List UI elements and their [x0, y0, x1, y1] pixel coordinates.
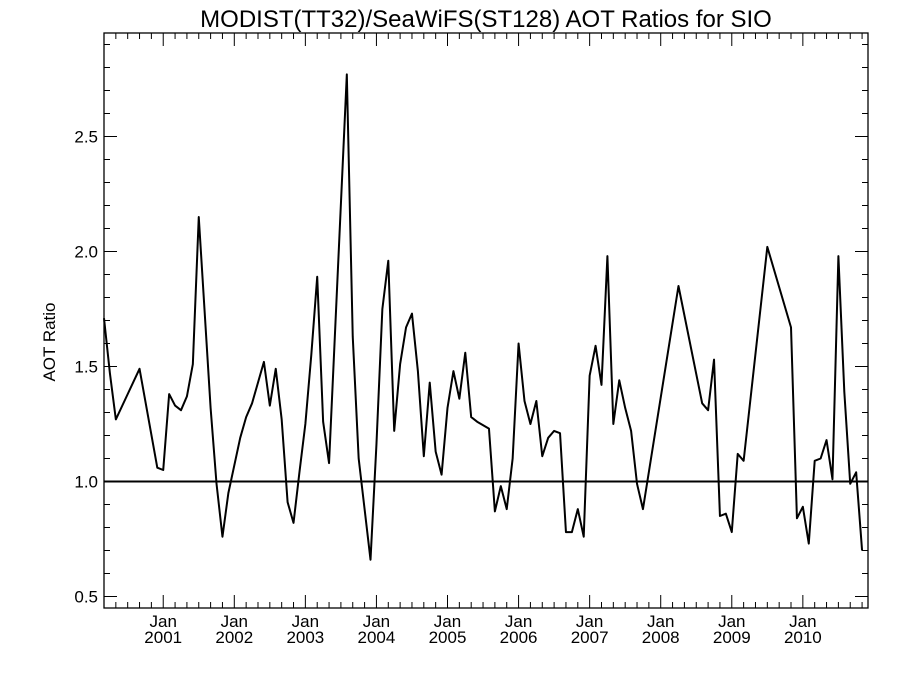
x-tick-month-label: Jan: [150, 612, 177, 631]
x-tick-month-label: Jan: [221, 612, 248, 631]
x-tick-year-label: 2005: [429, 628, 467, 647]
y-tick-label: 0.5: [74, 588, 98, 607]
x-tick-month-label: Jan: [434, 612, 461, 631]
plot-frame: [103, 32, 869, 609]
chart-title: MODIST(TT32)/SeaWiFS(ST128) AOT Ratios f…: [200, 6, 772, 33]
x-tick-year-label: 2004: [358, 628, 396, 647]
x-tick-month-label: Jan: [505, 612, 532, 631]
series-line: [103, 73, 864, 561]
x-tick-year-label: 2003: [286, 628, 324, 647]
x-tick-month-label: Jan: [363, 612, 390, 631]
y-axis-ticks: 0.5 1.0 1.5 2.0 2.5: [74, 44, 868, 607]
x-tick-year-label: 2008: [642, 628, 680, 647]
x-tick-year-label: 2010: [784, 628, 822, 647]
x-tick-month-label: Jan: [718, 612, 745, 631]
x-tick-year-label: 2002: [215, 628, 253, 647]
x-tick-month-label: Jan: [576, 612, 603, 631]
y-tick-label: 1.0: [74, 473, 98, 492]
x-tick-year-label: 2001: [144, 628, 182, 647]
y-tick-label: 2.5: [74, 128, 98, 147]
y-tick-label: 2.0: [74, 243, 98, 262]
x-tick-month-label: Jan: [292, 612, 319, 631]
x-tick-month-label: Jan: [789, 612, 816, 631]
series-group: [103, 73, 864, 561]
y-axis-label: AOT Ratio: [40, 302, 59, 381]
x-axis-ticks: Jan2001Jan2002Jan2003Jan2004Jan2005Jan20…: [103, 33, 863, 647]
y-tick-label: 1.5: [74, 358, 98, 377]
x-tick-year-label: 2009: [713, 628, 751, 647]
x-tick-year-label: 2007: [571, 628, 609, 647]
x-tick-year-label: 2006: [500, 628, 538, 647]
x-tick-month-label: Jan: [647, 612, 674, 631]
